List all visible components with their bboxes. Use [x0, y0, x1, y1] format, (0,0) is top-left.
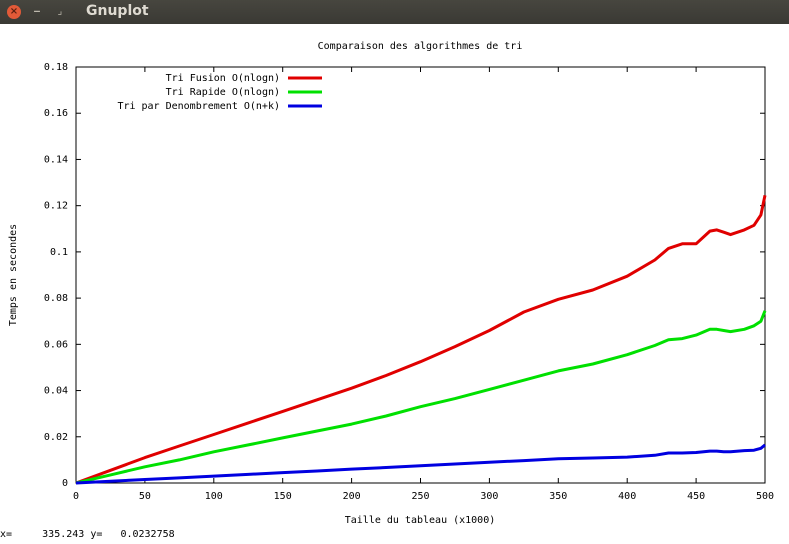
series-line-1	[75, 310, 767, 485]
line-chart: Comparaison des algorithmes de tri Temps…	[8, 41, 774, 526]
y-tick-label: 0.06	[44, 339, 68, 350]
y-tick-label: 0.18	[44, 62, 68, 73]
x-tick-label: 250	[411, 491, 429, 502]
x-tick-label: 500	[756, 491, 774, 502]
x-tick-label: 200	[343, 491, 361, 502]
status-bar: x= 335.243 y= 0.0232758	[0, 529, 175, 540]
chart-axes	[75, 66, 766, 484]
chart-ticks: 0 50 100 150 200 250 300 350 400 450 500 0 0.02 0.04 0…	[44, 62, 774, 502]
y-tick-label: 0.1	[50, 247, 68, 258]
x-tick-label: 450	[687, 491, 705, 502]
x-tick-label: 400	[618, 491, 636, 502]
y-tick-label: 0.02	[44, 432, 68, 443]
chart-series	[75, 194, 767, 485]
maximize-button[interactable]: ⌟	[57, 6, 63, 17]
y-tick-label: 0.12	[44, 201, 68, 212]
chart-legend: Tri Fusion O(nlogn) Tri Rapide O(nlogn) Tr…	[117, 73, 322, 112]
chart-title: Comparaison des algorithmes de tri	[318, 41, 523, 52]
series-line-2	[75, 443, 766, 485]
series-line-0	[75, 194, 767, 485]
y-tick-label: 0.16	[44, 108, 68, 119]
y-tick-label: 0.04	[44, 386, 68, 397]
x-axis-label: Taille du tableau (x1000)	[345, 515, 496, 526]
x-tick-label: 100	[205, 491, 223, 502]
y-tick-label: 0.14	[44, 154, 68, 165]
cursor-x-label: x=	[0, 529, 13, 540]
x-tick-label: 50	[139, 491, 151, 502]
window-title: Gnuplot	[86, 3, 149, 19]
y-tick-label: 0.08	[44, 293, 68, 304]
x-tick-label: 300	[480, 491, 498, 502]
plot-border	[75, 66, 766, 484]
y-axis-label: Temps en secondes	[8, 224, 19, 326]
cursor-x-value: 335.243	[42, 529, 85, 540]
x-tick-label: 0	[73, 491, 79, 502]
legend-label-1: Tri Rapide O(nlogn)	[166, 87, 280, 98]
plot-area[interactable]: Comparaison des algorithmes de tri Temps…	[0, 24, 789, 540]
legend-label-2: Tri par Denombrement O(n+k)	[117, 101, 280, 112]
legend-label-0: Tri Fusion O(nlogn)	[166, 73, 280, 84]
window-titlebar: × ‒ ⌟ Gnuplot	[0, 0, 789, 24]
close-button[interactable]: ×	[7, 5, 21, 19]
cursor-y-label: y=	[90, 529, 103, 540]
y-tick-label: 0	[62, 478, 68, 489]
x-tick-label: 150	[274, 491, 292, 502]
cursor-y-value: 0.0232758	[120, 529, 175, 540]
minimize-button[interactable]: ‒	[33, 6, 41, 17]
x-tick-label: 350	[549, 491, 567, 502]
